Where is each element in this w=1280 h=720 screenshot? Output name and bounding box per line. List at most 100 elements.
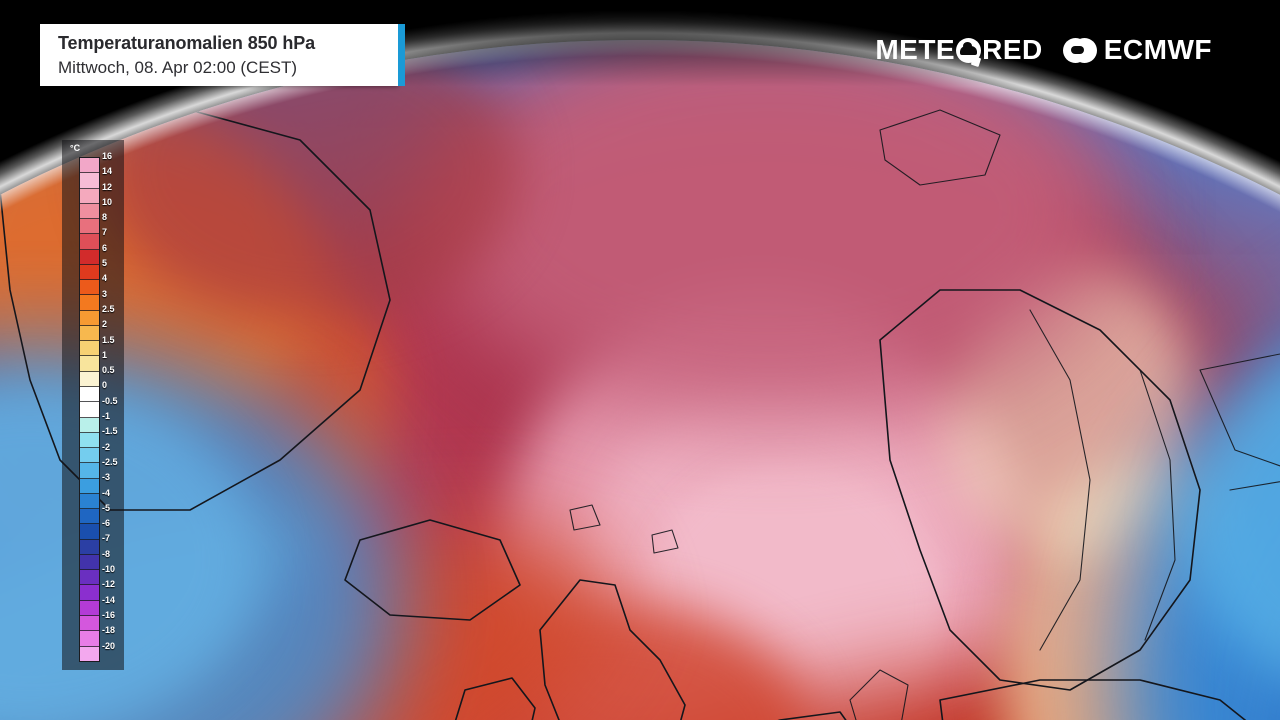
- legend-tick: -16: [102, 610, 124, 631]
- map-title-card: Temperaturanomalien 850 hPa Mittwoch, 08…: [40, 24, 398, 86]
- legend-tick-value: -7: [102, 533, 111, 544]
- legend-unit-label: °C: [70, 143, 81, 153]
- legend-tick-value: 7: [102, 227, 108, 238]
- legend-color-scale: [79, 157, 100, 662]
- legend-swatch: [80, 402, 99, 418]
- legend-tick-value: -6: [102, 518, 111, 529]
- legend-tick: -18: [102, 626, 124, 646]
- legend-tick: 16: [102, 152, 124, 172]
- temperature-legend: °C 16 14 12 10 8 7 6 5 4 3 2.5 2 1.5 1 0.5 0 -0.5 -1 -1.5 -…: [62, 140, 124, 670]
- legend-swatch: [80, 570, 99, 586]
- legend-tick-value: 14: [102, 166, 113, 177]
- legend-tick: 8: [102, 213, 124, 233]
- legend-tick-value: -10: [102, 564, 116, 575]
- legend-swatch: [80, 219, 99, 235]
- legend-swatch: [80, 631, 99, 647]
- legend-swatch: [80, 188, 99, 204]
- legend-tick-value: 0: [102, 380, 108, 391]
- legend-swatch: [80, 539, 99, 555]
- legend-tick: -4: [102, 488, 124, 509]
- legend-tick-value: -5: [102, 502, 111, 513]
- legend-tick: 12: [102, 182, 124, 203]
- legend-swatch: [80, 310, 99, 326]
- legend-tick-value: -2: [102, 441, 111, 452]
- globe-disc: [0, 40, 1280, 720]
- legend-tick-value: -14: [102, 594, 116, 605]
- legend-tick-value: 2: [102, 319, 108, 330]
- page-title: Temperaturanomalien 850 hPa: [58, 32, 316, 53]
- title-card-accent-bar: [398, 24, 405, 86]
- legend-tick-value: 6: [102, 242, 108, 253]
- legend-tick: -6: [102, 519, 124, 539]
- legend-tick: -7: [102, 534, 124, 554]
- legend-tick-value: 12: [102, 181, 113, 192]
- legend-tick-value: -3: [102, 472, 111, 483]
- legend-swatch: [80, 158, 99, 174]
- legend-swatch: [80, 600, 99, 616]
- legend-swatch: [80, 463, 99, 479]
- legend-swatch: [80, 554, 99, 571]
- legend-tick-value: -8: [102, 548, 111, 559]
- legend-tick: -3: [102, 473, 124, 493]
- legend-tick: 10: [102, 197, 124, 218]
- legend-tick-value: 1.5: [102, 334, 115, 345]
- legend-swatch: [80, 386, 99, 403]
- brand-logos: METE RED ECMWF: [875, 34, 1212, 67]
- meteored-logo[interactable]: METE RED: [875, 34, 1043, 67]
- legend-swatch: [80, 234, 99, 250]
- legend-swatch: [80, 585, 99, 601]
- legend-tick-value: -1: [102, 411, 111, 422]
- legend-swatch: [80, 478, 99, 494]
- legend-swatch: [80, 646, 99, 661]
- legend-tick-value: -12: [102, 579, 116, 590]
- meteored-cloud-o-icon: [956, 37, 982, 67]
- legend-tick-value: 2.5: [102, 303, 115, 314]
- legend-tick: -20: [102, 641, 124, 662]
- legend-swatch: [80, 432, 99, 449]
- legend-tick: 5: [102, 259, 124, 279]
- legend-tick-value: 1: [102, 349, 108, 360]
- legend-tick-value: 16: [102, 151, 113, 161]
- legend-tick-labels: 16 14 12 10 8 7 6 5 4 3 2.5 2 1.5 1 0.5 0 -0.5 -1 -1.5 -2 -2…: [102, 152, 124, 662]
- legend-swatch: [80, 249, 99, 265]
- legend-swatch: [80, 341, 99, 357]
- legend-swatch: [80, 264, 99, 281]
- legend-tick: -2.5: [102, 457, 124, 478]
- legend-swatch: [80, 615, 99, 632]
- legend-tick: -1: [102, 412, 124, 432]
- legend-tick-value: -18: [102, 625, 116, 636]
- legend-tick-value: -0.5: [102, 395, 118, 406]
- legend-swatch: [80, 325, 99, 342]
- legend-tick-value: -20: [102, 640, 116, 651]
- legend-tick: -1.5: [102, 427, 124, 447]
- ecmwf-wordmark: ECMWF: [1103, 34, 1212, 65]
- legend-swatch: [80, 493, 99, 510]
- legend-tick: -12: [102, 580, 124, 600]
- ecmwf-double-circle-icon: [1062, 37, 1097, 63]
- legend-swatch: [80, 203, 99, 220]
- meteored-wordmark-pre: METE: [875, 34, 956, 65]
- legend-tick: 4: [102, 274, 124, 294]
- legend-tick: 14: [102, 167, 124, 187]
- legend-swatch: [80, 280, 99, 296]
- legend-tick-value: -16: [102, 609, 116, 620]
- legend-tick-value: 4: [102, 273, 108, 284]
- legend-tick-value: 10: [102, 196, 113, 207]
- legend-swatch: [80, 295, 99, 311]
- meteored-wordmark-post: RED: [982, 34, 1043, 65]
- legend-tick: 1.5: [102, 335, 124, 356]
- legend-tick-value: -1.5: [102, 426, 118, 437]
- legend-tick-value: 5: [102, 258, 108, 269]
- legend-tick: -5: [102, 503, 124, 524]
- legend-swatch: [80, 371, 99, 387]
- ecmwf-logo[interactable]: ECMWF: [1062, 34, 1212, 65]
- legend-tick: -0.5: [102, 396, 124, 417]
- legend-tick: 7: [102, 228, 124, 248]
- legend-tick-value: 8: [102, 212, 108, 223]
- legend-swatch: [80, 448, 99, 464]
- legend-swatch: [80, 356, 99, 372]
- legend-tick-value: -2.5: [102, 456, 118, 467]
- legend-tick: 2: [102, 320, 124, 340]
- legend-swatch: [80, 417, 99, 433]
